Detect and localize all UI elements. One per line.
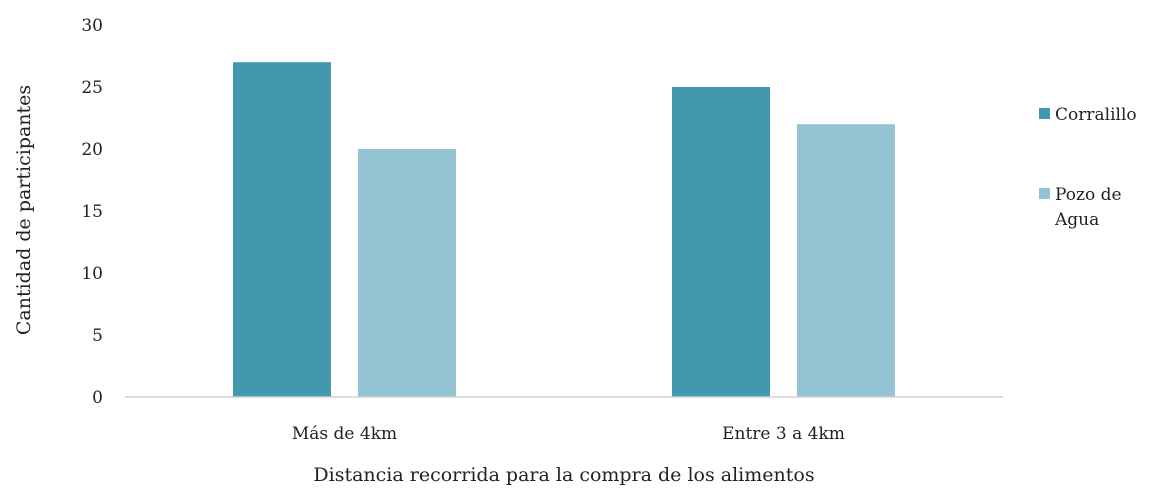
x-tick-label: Entre 3 a 4km — [722, 424, 845, 444]
y-tick-label: 20 — [81, 140, 103, 160]
legend: Corralillo Pozo de Agua — [1039, 105, 1137, 230]
bar-pozo-de-agua-1 — [358, 149, 456, 397]
y-tick-label: 5 — [92, 326, 103, 346]
y-tick-label: 25 — [81, 78, 103, 98]
legend-swatch-pozo-de-agua — [1039, 188, 1050, 199]
y-tick-label: 0 — [92, 388, 103, 408]
y-tick-label: 15 — [81, 202, 103, 222]
bar-corralillo-1 — [233, 62, 331, 397]
legend-swatch-corralillo — [1039, 108, 1050, 119]
legend-label-corralillo: Corralillo — [1055, 105, 1137, 125]
y-tick-label: 10 — [81, 264, 103, 284]
legend-label-pozo-de-agua: Pozo de Agua — [1054, 185, 1122, 230]
bar-pozo-de-agua-2 — [797, 124, 895, 397]
x-tick-label: Más de 4km — [292, 424, 397, 444]
bars — [233, 62, 895, 397]
y-axis-title: Cantidad de participantes — [13, 85, 35, 335]
x-axis-title: Distancia recorrida para la compra de lo… — [313, 464, 814, 486]
bar-corralillo-2 — [672, 87, 770, 397]
x-axis-ticks: Más de 4km Entre 3 a 4km — [292, 424, 845, 444]
y-axis-ticks: 0 5 10 15 20 25 30 — [81, 16, 103, 408]
y-tick-label: 30 — [81, 16, 103, 36]
